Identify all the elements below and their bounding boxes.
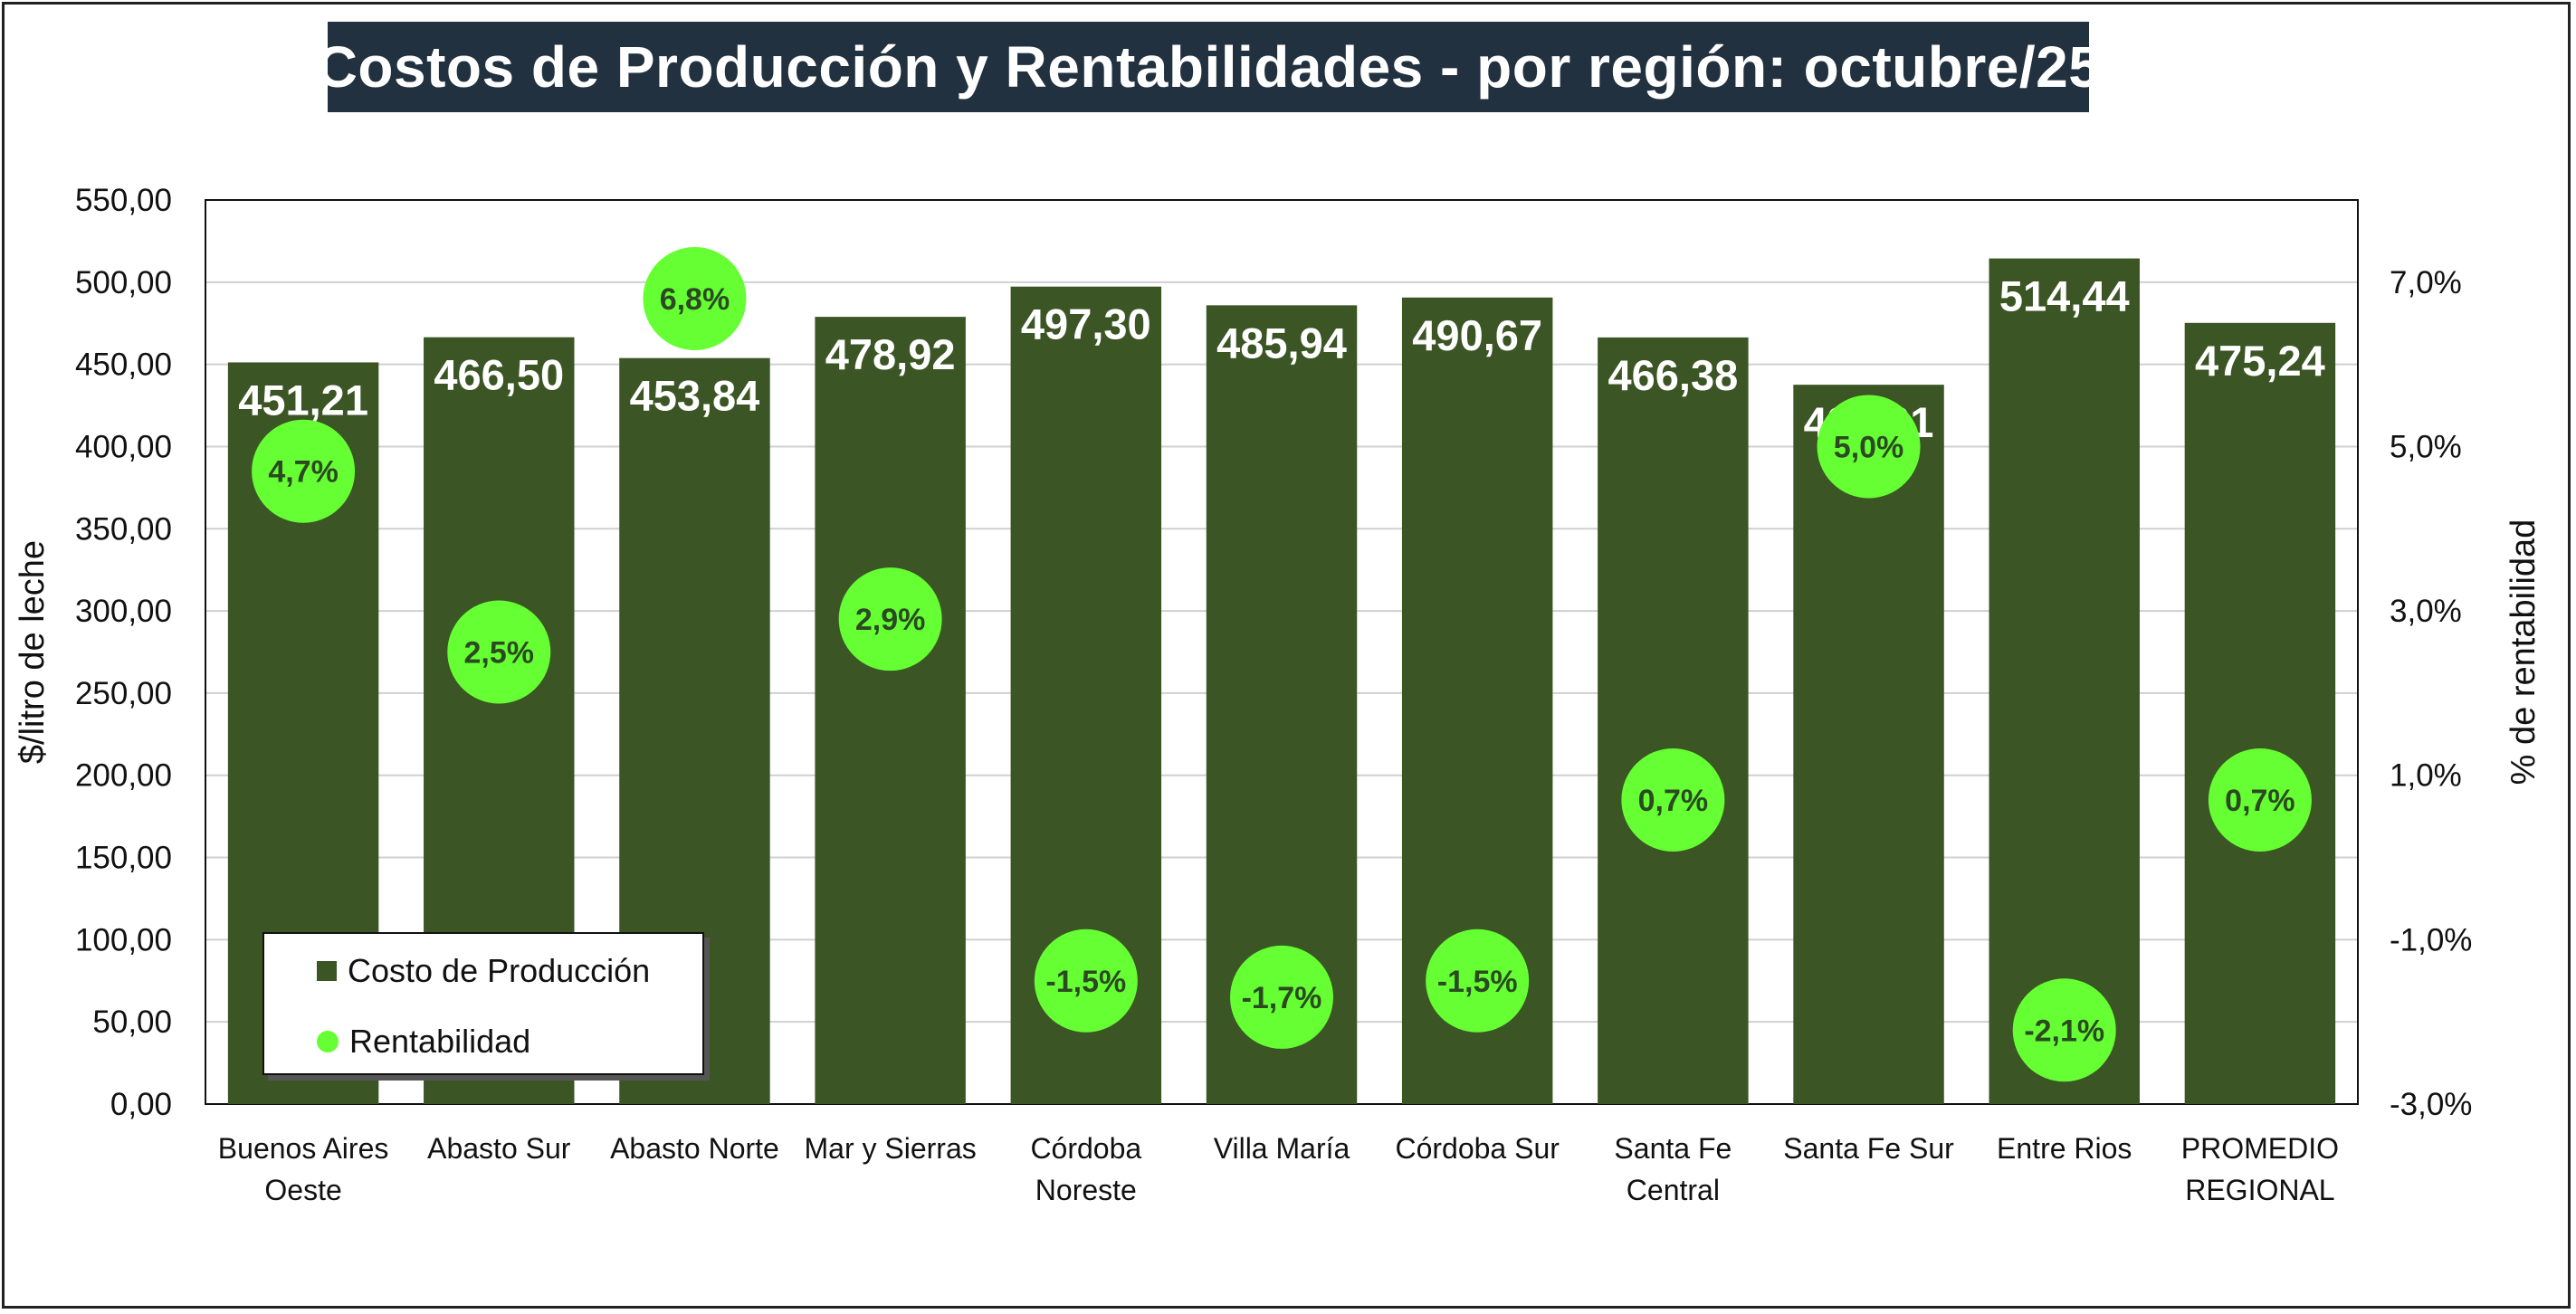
legend-item-profit: Rentabilidad [317,1023,530,1061]
y-tick-label: 50,00 [92,1005,172,1040]
bar-value-label: 466,38 [1608,351,1738,399]
bar-value-label: 451,21 [238,376,368,424]
legend-item-cost: Costo de Producción [317,952,650,990]
y2-tick-label: 1,0% [2390,758,2462,794]
point-rentabilidad [252,419,356,523]
point-value-label: 6,8% [660,282,730,317]
point-rentabilidad [1426,928,1530,1033]
x-tick-label: Noreste [1035,1174,1137,1206]
point-value-label: 2,5% [464,636,535,671]
x-tick-label: Oeste [264,1174,341,1206]
point-value-label: -1,7% [1242,981,1322,1015]
point-value-label: 5,0% [1834,430,1904,464]
point-rentabilidad [838,567,942,671]
bar-value-label: 514,44 [1999,272,2130,320]
y-tick-label: 450,00 [75,348,172,383]
point-rentabilidad [1817,395,1921,499]
x-tick-label: Mar y Sierras [805,1132,977,1165]
point-value-label: 0,7% [2225,784,2295,818]
point-rentabilidad [1034,928,1138,1033]
point-value-label: -1,5% [1045,965,1126,999]
y2-tick-label: 5,0% [2390,429,2462,464]
y-tick-label: 550,00 [75,183,172,218]
x-tick-label: Abasto Sur [427,1132,571,1165]
bar-value-label: 497,30 [1021,300,1151,348]
y-tick-label: 0,00 [110,1087,172,1122]
y-tick-label: 300,00 [75,594,172,629]
bar-cost [2184,322,2336,1104]
x-tick-label: REGIONAL [2185,1174,2334,1206]
legend-swatch-profit [317,1031,339,1052]
x-tick-label: Córdoba [1030,1132,1141,1165]
x-tick-label: Central [1627,1174,1720,1206]
y2-tick-label: -1,0% [2390,922,2472,957]
point-rentabilidad [643,246,747,350]
y2-tick-label: 3,0% [2390,594,2462,629]
point-value-label: -1,5% [1437,965,1518,999]
bar-value-label: 485,94 [1216,319,1347,367]
bar-cost [1989,258,2140,1104]
point-value-label: -2,1% [2024,1014,2104,1048]
point-rentabilidad [1621,747,1725,852]
legend-label-cost: Costo de Producción [348,952,651,989]
x-tick-label: Buenos Aires [218,1132,389,1165]
x-tick-label: Abasto Norte [610,1132,779,1165]
bar-cost [1598,337,1749,1104]
x-tick-label: Santa Fe Sur [1783,1132,1954,1165]
chart-legend: Costo de Producción Rentabilidad [262,932,704,1075]
point-rentabilidad [447,600,551,704]
bar-value-label: 490,67 [1412,311,1542,359]
legend-swatch-cost [317,961,337,981]
x-tick-label: Villa María [1214,1132,1350,1165]
point-rentabilidad [1230,945,1333,1049]
bar-cost [815,317,966,1104]
y2-tick-label: 7,0% [2390,265,2462,300]
legend-label-profit: Rentabilidad [349,1023,531,1060]
bar-value-label: 466,50 [434,351,564,399]
y-tick-label: 150,00 [75,841,172,876]
y-tick-label: 350,00 [75,511,172,547]
bar-value-label: 475,24 [2195,337,2325,385]
y-tick-label: 100,00 [75,922,172,957]
y2-axis-title: % de rentabilidad [2504,519,2543,786]
x-tick-label: Entre Rios [1997,1132,2132,1165]
point-rentabilidad [2012,978,2116,1082]
chart-title: Costos de Producción y Rentabilidades - … [315,34,2102,100]
chart-title-box: Costos de Producción y Rentabilidades - … [316,22,2101,112]
bar-value-label: 478,92 [825,330,956,378]
y-tick-label: 500,00 [75,265,172,300]
y-axis-title: $/litro de leche [14,540,52,764]
point-rentabilidad [2208,747,2312,852]
x-tick-label: Córdoba Sur [1395,1132,1560,1165]
y-tick-label: 400,00 [75,429,172,464]
y-tick-label: 250,00 [75,676,172,711]
bar-cost [1793,385,1944,1104]
y2-tick-label: -3,0% [2390,1087,2472,1122]
point-value-label: 2,9% [855,603,926,637]
x-tick-label: PROMEDIO [2181,1132,2339,1165]
point-value-label: 4,7% [268,455,339,490]
point-value-label: 0,7% [1638,784,1709,818]
bar-value-label: 453,84 [630,372,760,420]
x-tick-label: Santa Fe [1614,1132,1732,1165]
y-tick-label: 200,00 [75,758,172,794]
